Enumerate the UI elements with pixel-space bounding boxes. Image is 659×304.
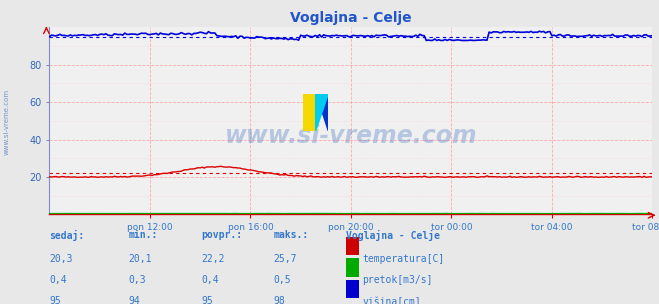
Text: temperatura[C]: temperatura[C] xyxy=(362,254,445,264)
Text: www.si-vreme.com: www.si-vreme.com xyxy=(3,88,10,155)
Text: maks.:: maks.: xyxy=(273,230,308,240)
Title: Voglajna - Celje: Voglajna - Celje xyxy=(290,11,412,25)
Text: višina[cm]: višina[cm] xyxy=(362,296,421,304)
Text: 22,2: 22,2 xyxy=(201,254,225,264)
Text: pretok[m3/s]: pretok[m3/s] xyxy=(362,275,433,285)
Text: 94: 94 xyxy=(129,296,140,304)
Text: 0,4: 0,4 xyxy=(49,275,67,285)
Polygon shape xyxy=(316,94,328,131)
Text: www.si-vreme.com: www.si-vreme.com xyxy=(225,124,477,148)
Text: Voglajna - Celje: Voglajna - Celje xyxy=(346,230,440,240)
Text: 98: 98 xyxy=(273,296,285,304)
Text: sedaj:: sedaj: xyxy=(49,230,84,240)
Text: povpr.:: povpr.: xyxy=(201,230,242,240)
Text: 25,7: 25,7 xyxy=(273,254,297,264)
Text: min.:: min.: xyxy=(129,230,158,240)
Text: 0,4: 0,4 xyxy=(201,275,219,285)
Text: 95: 95 xyxy=(49,296,61,304)
Text: 0,5: 0,5 xyxy=(273,275,291,285)
Text: 20,3: 20,3 xyxy=(49,254,73,264)
Polygon shape xyxy=(316,94,328,131)
Bar xyxy=(303,94,316,131)
Text: 95: 95 xyxy=(201,296,213,304)
Text: 20,1: 20,1 xyxy=(129,254,152,264)
Text: 0,3: 0,3 xyxy=(129,275,146,285)
